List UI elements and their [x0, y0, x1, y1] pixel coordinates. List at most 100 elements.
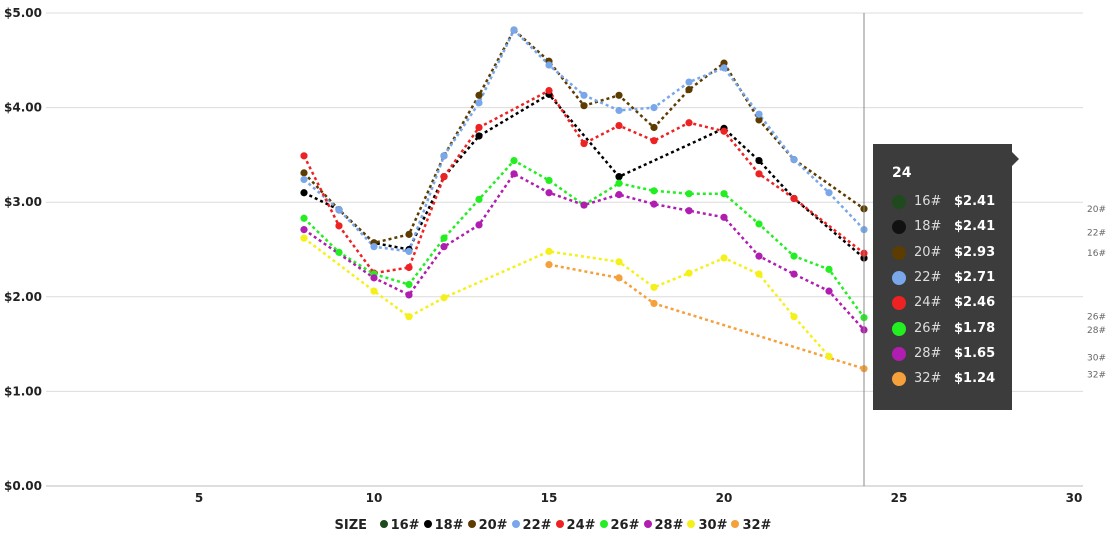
series-line-18#: [303, 92, 865, 259]
tooltip-dot-icon: [892, 195, 906, 209]
data-point-20#: [615, 91, 623, 99]
end-label-28#: 28#: [1087, 326, 1106, 336]
data-point-24#: [790, 194, 798, 203]
legend-item-24#[interactable]: 24#: [555, 518, 596, 533]
data-point-26#: [755, 220, 763, 228]
tooltip-series-value: $2.41: [954, 194, 996, 209]
data-point-26#: [440, 234, 448, 242]
data-point-30#: [650, 283, 658, 291]
data-point-28#: [475, 221, 483, 229]
tooltip-series-name: 16#: [914, 194, 942, 209]
hover-tooltip: 24 16# $2.41 18# $2.41 20# $2.93 22# $2.71 24# $2…: [873, 144, 1019, 410]
tooltip-title: 24: [892, 165, 912, 181]
series-line-20#: [303, 28, 865, 245]
data-point-24#: [335, 222, 343, 230]
legend-label: 22#: [522, 518, 552, 533]
data-point-18#: [755, 156, 763, 165]
data-point-18#: [615, 173, 623, 181]
end-label-32#: 32#: [1087, 371, 1106, 381]
legend-label: 24#: [566, 518, 596, 533]
end-label-16#: 16#: [1087, 249, 1106, 259]
legend-item-32#[interactable]: 32#: [731, 518, 771, 533]
x-tick-label: 5: [195, 491, 203, 505]
data-point-20#: [685, 86, 693, 94]
legend-item-22#[interactable]: 22#: [511, 518, 552, 533]
data-point-30#: [545, 247, 553, 255]
tooltip-series-name: 28#: [914, 345, 942, 361]
data-point-22#: [615, 106, 623, 115]
tooltip-series-value: $2.71: [954, 269, 996, 285]
y-tick-label: $3.00: [4, 195, 42, 209]
series-line-26#: [303, 159, 866, 319]
series-line-28#: [303, 172, 865, 331]
data-point-20#: [405, 230, 413, 238]
x-tick-label: 15: [541, 491, 558, 505]
legend-item-26#[interactable]: 26#: [599, 518, 640, 533]
data-point-28#: [685, 207, 693, 215]
legend-item-28#[interactable]: 28#: [643, 518, 683, 533]
data-point-26#: [475, 195, 483, 203]
data-point-22#: [440, 152, 448, 160]
y-tick-label: $4.00: [4, 101, 42, 115]
legend-item-18#[interactable]: 18#: [423, 518, 464, 533]
data-point-30#: [720, 254, 728, 262]
data-point-24#: [440, 173, 448, 181]
y-tick-label: $5.00: [4, 6, 42, 20]
data-point-32#: [615, 274, 623, 282]
data-point-24#: [685, 119, 693, 127]
tooltip-series-value: $2.41: [954, 219, 996, 235]
data-point-18#: [300, 189, 308, 197]
data-point-24#: [755, 170, 763, 178]
y-tick-label: $0.00: [4, 479, 42, 493]
data-point-28#: [720, 213, 728, 221]
tooltip-series-name: 20#: [914, 244, 942, 260]
y-tick-label: $1.00: [4, 384, 42, 398]
tooltip-series-name: 26#: [914, 320, 942, 336]
y-tick-label: $2.00: [4, 290, 42, 304]
x-tick-label: 20: [716, 491, 733, 505]
series-line-24#: [302, 88, 865, 275]
data-point-26#: [685, 190, 693, 198]
data-point-28#: [510, 170, 518, 178]
tooltip-dot-icon: [892, 270, 906, 285]
data-point-26#: [615, 179, 623, 187]
tooltip-series-name: 32#: [914, 371, 942, 387]
end-label-22#: 22#: [1087, 229, 1106, 239]
data-point-28#: [615, 191, 623, 199]
series-line-30#: [303, 237, 830, 358]
legend-item-20#[interactable]: 20#: [467, 518, 508, 533]
legend-label: 20#: [478, 518, 508, 533]
data-point-22#: [825, 189, 833, 197]
data-point-24#: [720, 127, 728, 135]
legend-item-16#[interactable]: 16#: [379, 518, 420, 533]
legend-dot-icon: [423, 520, 432, 528]
gridlines: [46, 12, 1083, 487]
legend-label: 32#: [742, 518, 772, 533]
data-point-28#: [650, 200, 658, 208]
data-point-26#: [300, 214, 308, 222]
data-point-22#: [370, 243, 378, 251]
data-point-22#: [545, 61, 553, 69]
data-point-28#: [405, 291, 413, 299]
tooltip-series-value: $2.46: [954, 295, 996, 311]
data-point-26#: [720, 190, 728, 198]
data-point-24#: [545, 86, 553, 95]
data-point-22#: [300, 175, 308, 184]
data-point-24#: [475, 123, 483, 132]
data-point-30#: [615, 258, 623, 266]
data-point-22#: [720, 64, 728, 72]
end-label-30#: 30#: [1087, 353, 1106, 363]
data-point-24#: [300, 152, 308, 160]
legend-dot-icon: [511, 520, 520, 528]
data-point-28#: [790, 270, 798, 278]
data-point-18#: [475, 132, 483, 140]
data-point-22#: [650, 104, 658, 112]
legend-dot-icon: [643, 520, 652, 528]
data-point-28#: [825, 287, 833, 295]
tooltip-dot-icon: [892, 321, 906, 336]
data-point-26#: [825, 265, 833, 273]
legend-item-30#[interactable]: 30#: [687, 518, 727, 533]
legend-items: 16# 18# 20# 22# 24# 26# 28# 30# 32#: [379, 518, 776, 533]
data-point-26#: [650, 187, 658, 195]
x-tick-label: 10: [366, 491, 383, 505]
